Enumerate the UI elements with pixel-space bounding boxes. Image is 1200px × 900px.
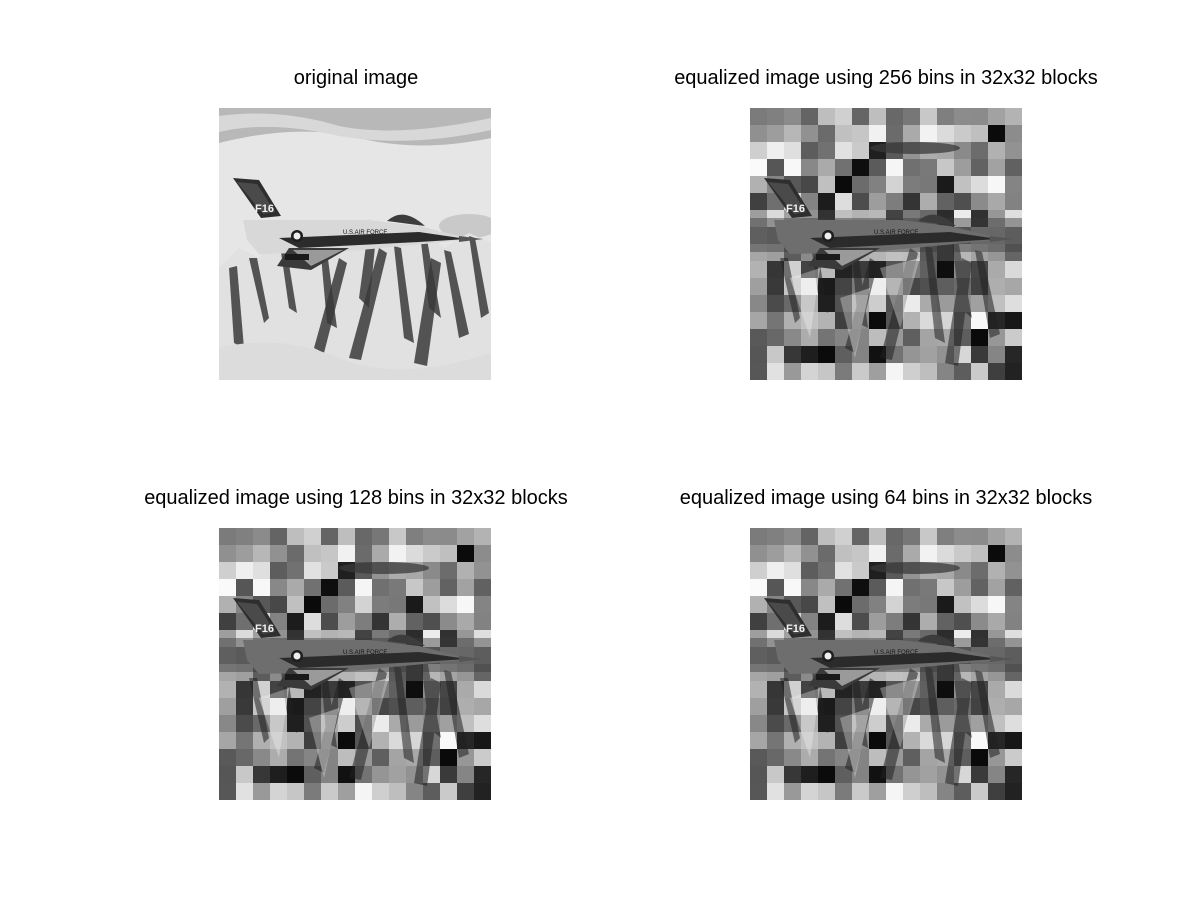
svg-text:F16: F16 bbox=[255, 203, 274, 215]
svg-text:U.S.AIR FORCE: U.S.AIR FORCE bbox=[343, 650, 387, 656]
svg-text:F16: F16 bbox=[786, 623, 805, 635]
original-image: F1601568U.S.AIR FORCE bbox=[219, 108, 491, 380]
svg-text:U.S.AIR FORCE: U.S.AIR FORCE bbox=[874, 650, 918, 656]
jet-photo: F1601568U.S.AIR FORCE bbox=[219, 108, 491, 380]
equalized-image-64: F1601568U.S.AIR FORCE bbox=[750, 528, 1022, 800]
panel-title: equalized image using 128 bins in 32x32 … bbox=[144, 487, 568, 509]
panel-title: equalized image using 256 bins in 32x32 … bbox=[674, 67, 1098, 89]
svg-text:U.S.AIR FORCE: U.S.AIR FORCE bbox=[343, 230, 387, 236]
equalized-image-128: F1601568U.S.AIR FORCE bbox=[219, 528, 491, 800]
equalized-photo: F1601568U.S.AIR FORCE bbox=[219, 528, 491, 800]
equalized-image-256: F1601568U.S.AIR FORCE bbox=[750, 108, 1022, 380]
equalized-photo: F1601568U.S.AIR FORCE bbox=[750, 528, 1022, 800]
equalized-photo: F1601568U.S.AIR FORCE bbox=[750, 108, 1022, 380]
panel-title: original image bbox=[293, 67, 419, 89]
svg-text:F16: F16 bbox=[786, 203, 805, 215]
panel-title: equalized image using 64 bins in 32x32 b… bbox=[679, 487, 1093, 509]
svg-text:U.S.AIR FORCE: U.S.AIR FORCE bbox=[874, 230, 918, 236]
svg-text:F16: F16 bbox=[255, 623, 274, 635]
